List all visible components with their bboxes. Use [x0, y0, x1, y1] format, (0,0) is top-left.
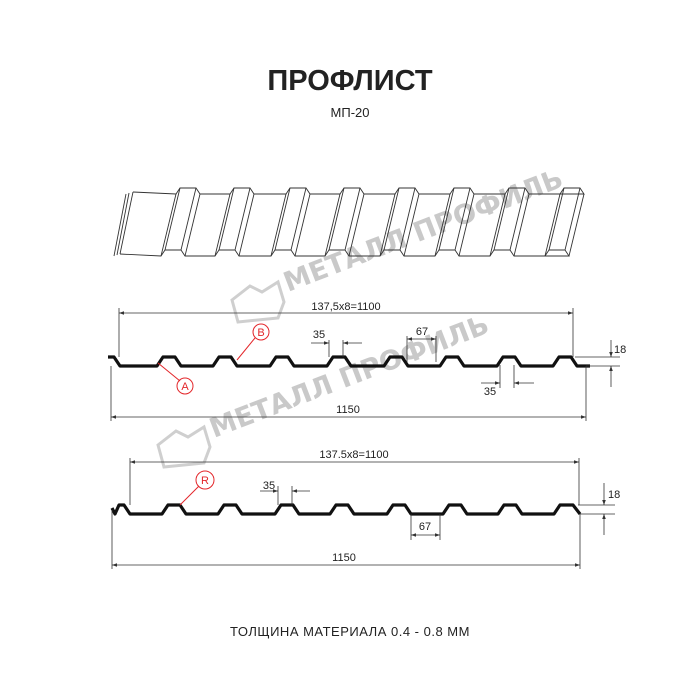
sheet-rib-edge — [513, 193, 530, 257]
sheet-rib-edge — [403, 193, 420, 257]
arrowhead — [495, 381, 500, 385]
arrowhead — [514, 381, 519, 385]
marker-a-leader — [157, 362, 181, 382]
marker-a — [176, 377, 194, 395]
marker-r-label: R — [201, 475, 209, 487]
watermark-2: МЕТАЛЛ ПРОФИЛЬ — [156, 309, 493, 469]
page-title: ПРОФЛИСТ — [267, 65, 432, 97]
sheet-rib-edge — [544, 193, 561, 257]
sheet-rib-edge — [434, 193, 451, 257]
marker-b-leader — [236, 337, 256, 361]
profile-2-pitch-label: 137.5x8=1100 — [319, 449, 388, 461]
arrowhead — [581, 415, 586, 419]
profile-1-pitch-label: 137,5x8=1100 — [311, 301, 380, 313]
sheet-rib-edge — [160, 193, 177, 257]
sheet-rib-edge — [180, 187, 197, 251]
marker-r-leader — [179, 485, 200, 506]
arrowhead — [324, 341, 329, 345]
sheet-rib-edge — [568, 193, 585, 257]
sheet-rib-edge — [234, 187, 251, 251]
sheet-rib-edge — [383, 187, 400, 251]
arrowhead — [609, 366, 613, 371]
sheet-rib-edge — [119, 191, 134, 255]
sheet-rib-edge — [348, 193, 365, 257]
profile-2-height: 18 — [608, 489, 620, 501]
arrowhead — [119, 311, 124, 315]
arrowhead — [602, 500, 606, 505]
profile-1-height: 18 — [614, 344, 626, 356]
marker-a-label: A — [181, 381, 189, 393]
sheet-rib-edge — [164, 187, 181, 251]
arrowhead — [435, 533, 440, 537]
marker-b — [252, 323, 270, 341]
sheet-rib-edge — [238, 193, 255, 257]
sheet-rib-edge — [113, 193, 127, 257]
arrowhead — [130, 460, 135, 464]
sheet-rib-edge — [328, 187, 345, 251]
sheet-rib-edge — [290, 187, 307, 251]
arrowhead — [574, 460, 579, 464]
sheet-edge — [132, 187, 585, 195]
profile-1-gap: 67 — [416, 326, 428, 338]
watermark-logo-icon — [156, 424, 212, 469]
sheet-rib-edge — [438, 187, 455, 251]
profile-1-top-width: 35 — [313, 329, 325, 341]
material-thickness-note: ТОЛЩИНА МАТЕРИАЛА 0.4 - 0.8 ММ — [230, 624, 470, 639]
sheet-rib-edge — [324, 193, 341, 257]
profile-2-top-width: 35 — [263, 480, 275, 492]
watermark-text: МЕТАЛЛ ПРОФИЛЬ — [279, 163, 567, 298]
profile-2: 137.5x8=1100 1150 35 67 18 R — [110, 449, 620, 569]
profile-1: 137,5x8=1100 1150 35 67 18 35 A B — [108, 301, 626, 421]
arrowhead — [575, 563, 580, 567]
sheet-rib-edge — [294, 193, 311, 257]
sheet-rib-edge — [184, 193, 201, 257]
profile-2-gap: 67 — [419, 521, 431, 533]
arrowhead — [431, 337, 436, 341]
arrowhead — [273, 489, 278, 493]
profile-2-total-label: 1150 — [332, 552, 356, 564]
marker-r — [195, 470, 215, 490]
sheet-rib-edge — [274, 187, 291, 251]
sheet-rib-edge — [458, 193, 475, 257]
sheet-edge — [119, 249, 570, 257]
sheet-rib-edge — [509, 187, 526, 251]
arrowhead — [112, 563, 117, 567]
dimension-arrows — [111, 311, 613, 567]
sheet-rib-edge — [214, 193, 231, 257]
arrowhead — [111, 415, 116, 419]
sheet-rib-edge — [489, 193, 506, 257]
arrowhead — [609, 352, 613, 357]
arrowhead — [407, 337, 412, 341]
sheet-3d-illustration — [113, 187, 585, 257]
profile-1-total-label: 1150 — [336, 404, 360, 416]
sheet-rib-edge — [379, 193, 396, 257]
sheet-rib-edge — [548, 187, 565, 251]
profile-1-dimensions — [110, 308, 620, 421]
marker-b-label: B — [257, 327, 264, 339]
arrowhead — [411, 533, 416, 537]
sheet-rib-edge — [116, 192, 130, 256]
arrowhead — [292, 489, 297, 493]
sheet-rib-edge — [218, 187, 235, 251]
sheet-rib-edge — [564, 187, 581, 251]
sheet-rib-edge — [270, 193, 287, 257]
sheet-rib-edge — [344, 187, 361, 251]
sheet-rib-edge — [454, 187, 471, 251]
arrowhead — [343, 341, 348, 345]
profile-1-bottom-width: 35 — [484, 386, 496, 398]
profile-2-outline — [110, 503, 582, 516]
sheet-rib-edge — [493, 187, 510, 251]
watermark-logo-icon — [230, 279, 286, 324]
arrowhead — [602, 514, 606, 519]
arrowhead — [568, 311, 573, 315]
watermark-text: МЕТАЛЛ ПРОФИЛЬ — [205, 309, 493, 444]
page-subtitle: МП-20 — [331, 105, 370, 120]
sheet-rib-edge — [399, 187, 416, 251]
profile-1-outline — [108, 355, 590, 368]
